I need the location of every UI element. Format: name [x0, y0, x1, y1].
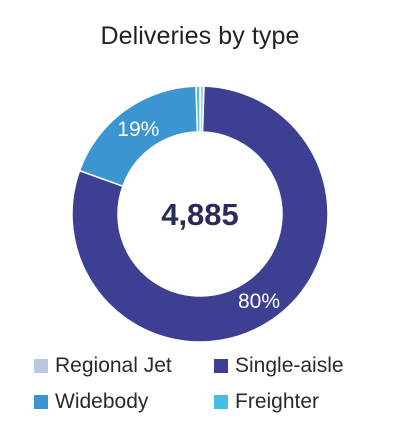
legend-item-single-aisle: Single-aisle [214, 354, 344, 378]
slice-freighter [195, 85, 201, 133]
slice-single-aisle [71, 85, 329, 343]
legend-swatch-single-aisle [214, 359, 228, 373]
legend-label-freighter: Freighter [235, 390, 320, 413]
legend-item-freighter: Freighter [214, 390, 319, 414]
slice-label-single-aisle: 80% [238, 290, 280, 313]
legend-label-single-aisle: Single-aisle [235, 354, 344, 377]
legend-item-widebody: Widebody [34, 390, 148, 414]
legend-swatch-regional-jet [34, 359, 48, 373]
legend-swatch-freighter [214, 395, 228, 409]
chart-title: Deliveries by type [100, 22, 300, 50]
legend-label-widebody: Widebody [55, 390, 149, 413]
legend-label-regional-jet: Regional Jet [55, 354, 172, 377]
legend-item-regional-jet: Regional Jet [34, 354, 172, 378]
legend-swatch-widebody [34, 395, 48, 409]
center-total-label: 4,885 [161, 197, 239, 232]
slice-label-widebody: 19% [117, 118, 159, 141]
